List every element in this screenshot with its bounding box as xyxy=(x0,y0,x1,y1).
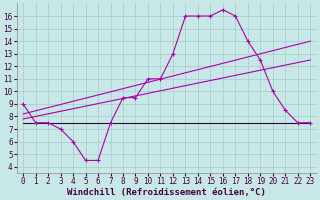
X-axis label: Windchill (Refroidissement éolien,°C): Windchill (Refroidissement éolien,°C) xyxy=(67,188,266,197)
